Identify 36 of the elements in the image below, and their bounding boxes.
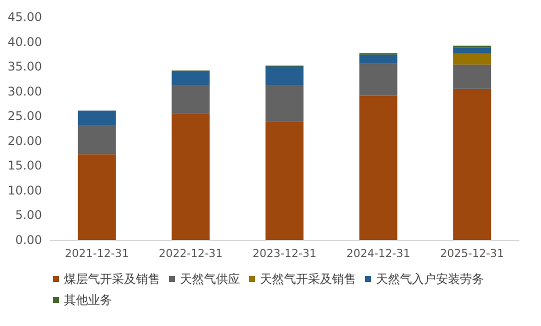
x-tick-label: 2025-12-31 bbox=[440, 247, 504, 260]
bar bbox=[172, 113, 210, 240]
y-tick-label: 15.00 bbox=[8, 158, 42, 173]
y-tick-label: 20.00 bbox=[8, 134, 42, 148]
bar bbox=[172, 86, 210, 114]
y-tick-label: 35.00 bbox=[8, 60, 42, 74]
y-tick-label: 5.00 bbox=[15, 208, 42, 222]
bar bbox=[78, 110, 116, 126]
bar bbox=[359, 64, 398, 96]
bar bbox=[453, 88, 492, 240]
x-tick-label: 2024-12-31 bbox=[346, 247, 410, 260]
y-tick-label: 25.00 bbox=[8, 109, 42, 124]
x-tick-label: 2022-12-31 bbox=[158, 247, 223, 260]
x-tick-label: 2023-12-31 bbox=[252, 247, 316, 260]
legend-label: 煤层气开采及销售 bbox=[64, 272, 160, 286]
legend-label: 天然气开采及销售 bbox=[260, 272, 356, 286]
bar bbox=[78, 125, 116, 154]
legend-label: 天然气供应 bbox=[180, 272, 240, 286]
bar bbox=[172, 72, 210, 86]
bar bbox=[78, 154, 116, 240]
y-tick-label: 45.00 bbox=[8, 10, 42, 24]
bar bbox=[453, 64, 492, 89]
bar bbox=[266, 121, 304, 240]
legend-label: 其他业务 bbox=[64, 293, 112, 307]
bar bbox=[359, 54, 398, 64]
bar bbox=[359, 96, 398, 240]
y-tick-label: 40.00 bbox=[8, 34, 42, 49]
bar bbox=[453, 54, 492, 65]
bar bbox=[453, 48, 492, 54]
bar bbox=[266, 66, 304, 86]
y-tick-label: 10.00 bbox=[8, 183, 42, 198]
y-tick-label: 0.00 bbox=[15, 233, 42, 247]
x-tick-label: 2021-12-31 bbox=[64, 247, 129, 260]
bar bbox=[266, 86, 304, 122]
legend-label: 天然气入户安装劳务 bbox=[376, 272, 484, 286]
y-tick-label: 30.00 bbox=[8, 84, 42, 98]
